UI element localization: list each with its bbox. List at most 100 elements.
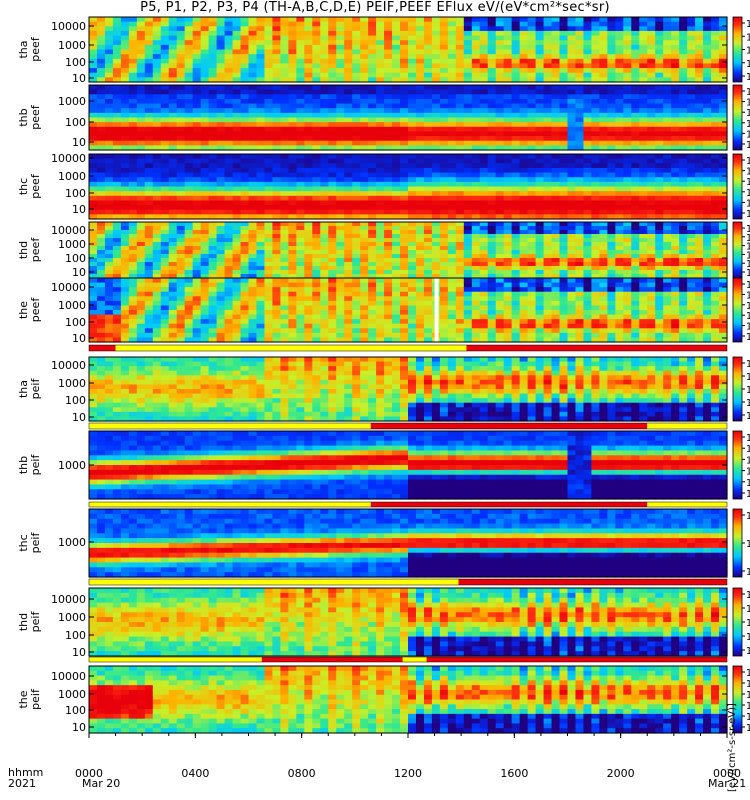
heatmap-cell: [368, 40, 377, 46]
heatmap-cell: [216, 85, 226, 91]
heatmap-cell: [296, 68, 305, 74]
heatmap-cell: [360, 222, 369, 227]
heatmap-cell: [439, 21, 449, 27]
heatmap-cell: [248, 226, 258, 231]
heatmap-cell: [296, 296, 305, 302]
heatmap-cell: [224, 58, 234, 65]
heatmap-cell: [216, 63, 226, 69]
heatmap-cell: [288, 270, 297, 275]
heatmap-cell: [328, 44, 337, 51]
heatmap-cell: [240, 181, 250, 188]
heatmap-cell: [168, 287, 178, 293]
heatmap-cell: [695, 172, 704, 178]
heatmap-cell: [288, 63, 297, 69]
heatmap-cell: [328, 200, 337, 206]
heatmap-cell: [248, 209, 258, 215]
heatmap-cell: [631, 112, 640, 119]
heatmap-cell: [360, 234, 369, 239]
heatmap-cell: [711, 246, 720, 251]
heatmap-cell: [304, 89, 313, 95]
heatmap-cell: [288, 332, 297, 339]
heatmap-cell: [296, 72, 305, 78]
heatmap-cell: [96, 177, 106, 183]
heatmap-cell: [352, 270, 361, 275]
heatmap-cell: [200, 186, 210, 192]
heatmap-cell: [256, 30, 266, 37]
heatmap-cell: [112, 305, 122, 311]
heatmap-cell: [89, 112, 98, 119]
heatmap-cell: [144, 234, 154, 239]
heatmap-cell: [511, 226, 521, 231]
heatmap-cell: [312, 234, 321, 239]
heatmap-cell: [152, 186, 162, 192]
heatmap-cell: [711, 209, 720, 215]
heatmap-cell: [104, 154, 114, 160]
heatmap-cell: [575, 242, 585, 247]
heatmap-cell: [655, 136, 664, 142]
heatmap-cell: [224, 112, 234, 119]
heatmap-cell: [136, 296, 146, 302]
heatmap-cell: [144, 191, 154, 197]
heatmap-cell: [152, 234, 162, 239]
heatmap-cell: [639, 154, 648, 160]
heatmap-cell: [495, 40, 505, 46]
heatmap-cell: [703, 195, 712, 202]
heatmap-cell: [695, 191, 704, 197]
heatmap-cell: [120, 250, 130, 255]
heatmap-cell: [344, 54, 353, 60]
heatmap-cell: [152, 226, 162, 231]
heatmap-cell: [479, 181, 489, 188]
heatmap-cell: [192, 58, 202, 65]
heatmap-cell: [128, 44, 138, 51]
heatmap-cell: [320, 238, 329, 243]
heatmap-cell: [336, 254, 345, 259]
heatmap-cell: [503, 30, 513, 37]
heatmap-cell: [495, 177, 505, 183]
heatmap-cell: [503, 17, 513, 23]
heatmap-cell: [423, 77, 433, 83]
heatmap-cell: [392, 68, 401, 74]
heatmap-cell: [264, 85, 274, 91]
heatmap-cell: [615, 108, 624, 114]
heatmap-cell: [647, 242, 656, 247]
heatmap-cell: [240, 300, 250, 307]
heatmap-cell: [471, 72, 481, 78]
heatmap-cell: [96, 278, 106, 284]
heatmap-cell: [575, 181, 585, 188]
heatmap-cell: [591, 40, 600, 46]
heatmap-cell: [272, 131, 281, 137]
heatmap-cell: [575, 195, 585, 202]
heatmap-cell: [495, 250, 505, 255]
heatmap-cell: [671, 181, 680, 188]
colorbar: 10³10⁴10⁵10⁶10⁷10⁸: [732, 84, 750, 151]
heatmap-cell: [288, 103, 297, 109]
heatmap-cell: [288, 68, 297, 74]
heatmap-cell: [415, 195, 425, 202]
heatmap-cell: [312, 72, 321, 78]
heatmap-cell: [232, 238, 242, 243]
heatmap-cell: [304, 332, 313, 339]
heatmap-cell: [479, 262, 489, 267]
heatmap-cell: [607, 205, 616, 211]
heatmap-cell: [272, 172, 281, 178]
heatmap-cell: [200, 274, 210, 279]
heatmap-cell: [272, 205, 281, 211]
heatmap-cell: [264, 44, 274, 51]
heatmap-cell: [312, 310, 321, 316]
heatmap-cell: [447, 117, 457, 123]
heatmap-cell: [687, 186, 696, 192]
heatmap-cell: [583, 250, 593, 255]
heatmap-cell: [599, 266, 608, 271]
heatmap-cell: [607, 112, 616, 119]
heatmap-cell: [240, 58, 250, 65]
heatmap-cell: [415, 35, 425, 41]
heatmap-cell: [487, 17, 497, 23]
heatmap-cell: [535, 222, 545, 227]
heatmap-cell: [224, 54, 234, 60]
heatmap-cell: [264, 17, 274, 23]
heatmap-cell: [711, 126, 720, 133]
heatmap-cell: [304, 258, 313, 263]
heatmap-cell: [120, 242, 130, 247]
heatmap-cell: [551, 112, 561, 119]
heatmap-cell: [280, 131, 289, 137]
